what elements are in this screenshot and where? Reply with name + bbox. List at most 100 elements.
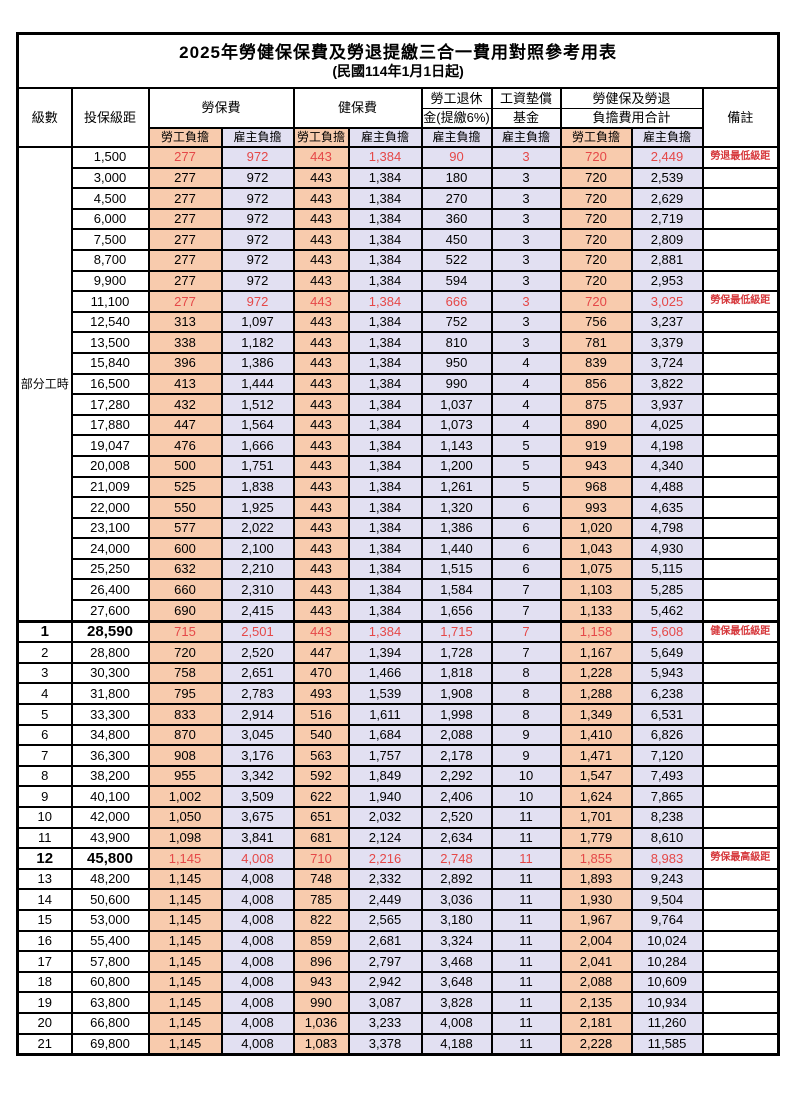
level-cell: 10	[16, 806, 73, 829]
value-cell: 11	[490, 991, 562, 1014]
value-cell: 720	[559, 146, 633, 169]
value-cell: 3	[490, 166, 562, 190]
value-cell: 1,384	[347, 434, 423, 457]
table-row: 7,500 277 972 443 1,384 450 3 720 2,809	[18, 228, 780, 251]
bracket-cell: 50,600	[70, 888, 150, 911]
value-cell: 493	[292, 682, 350, 706]
value-cell: 1,925	[220, 496, 295, 519]
value-cell: 277	[147, 290, 223, 313]
value-cell: 1,547	[559, 764, 633, 788]
table-row: 部分工時 1,500 277 972 443 1,384 90 3 720 2,449 勞退最低級距	[16, 145, 780, 623]
value-cell: 1,384	[347, 269, 423, 293]
remark-cell	[701, 310, 780, 334]
level-cell: 21	[16, 1032, 73, 1056]
value-cell: 277	[147, 146, 223, 169]
value-cell: 2,634	[420, 826, 493, 850]
remark-cell	[701, 970, 780, 994]
remark-cell	[701, 166, 780, 190]
value-cell: 856	[559, 372, 633, 396]
col-header-total-line2: 負擔費用合計	[559, 108, 704, 129]
remark-cell	[701, 744, 780, 767]
table-row: 7 36,300 908 3,176 563 1,757 2,178 9 1,471 7,120	[16, 744, 780, 767]
value-cell: 2,809	[630, 228, 704, 251]
remark-cell	[701, 248, 780, 272]
value-cell: 720	[559, 290, 633, 313]
value-cell: 8,983	[630, 847, 704, 870]
value-cell: 2,681	[347, 929, 423, 953]
level-cell: 20	[16, 1011, 73, 1035]
value-cell: 1,097	[220, 310, 295, 334]
value-cell: 752	[420, 310, 493, 334]
remark-cell	[701, 228, 780, 251]
table-row: 15 53,000 1,145 4,008 822 2,565 3,180 11 1,967 9,…	[16, 908, 780, 932]
value-cell: 1,967	[559, 908, 633, 932]
bracket-cell: 24,000	[70, 537, 150, 560]
subheader-health-employee: 勞工負擔	[292, 127, 350, 148]
value-cell: 4,198	[630, 434, 704, 457]
remark-cell	[701, 207, 780, 231]
value-cell: 443	[292, 269, 350, 293]
value-cell: 1,020	[559, 516, 633, 540]
value-cell: 447	[292, 641, 350, 664]
value-cell: 1,083	[292, 1032, 350, 1056]
remark-cell	[701, 867, 780, 891]
value-cell: 4,008	[220, 847, 295, 870]
bracket-cell: 15,840	[70, 351, 150, 375]
remark-cell	[701, 496, 780, 519]
remark-cell	[701, 908, 780, 932]
value-cell: 443	[292, 413, 350, 437]
value-cell: 2,022	[220, 516, 295, 540]
subheader-wage-fund-employer: 雇主負擔	[490, 127, 562, 148]
level-cell: 12	[16, 847, 73, 870]
col-header-wage-fund-line2: 基金	[490, 108, 562, 129]
value-cell: 396	[147, 351, 223, 375]
value-cell: 1,394	[347, 641, 423, 664]
remark-cell	[701, 929, 780, 953]
value-cell: 4	[490, 351, 562, 375]
value-cell: 720	[147, 641, 223, 664]
table-row: 18 60,800 1,145 4,008 943 2,942 3,648 11 2,088 10…	[16, 970, 780, 994]
value-cell: 413	[147, 372, 223, 396]
value-cell: 1,145	[147, 950, 223, 973]
value-cell: 968	[559, 475, 633, 499]
value-cell: 1,288	[559, 682, 633, 706]
remark-cell	[701, 764, 780, 788]
value-cell: 180	[420, 166, 493, 190]
bracket-cell: 25,250	[70, 557, 150, 581]
table-row: 25,250 632 2,210 443 1,384 1,515 6 1,075 5,115	[18, 557, 780, 581]
value-cell: 2,415	[220, 599, 295, 623]
value-cell: 1,261	[420, 475, 493, 499]
bracket-cell: 3,000	[70, 166, 150, 190]
remark-cell	[701, 187, 780, 210]
level-cell: 15	[16, 908, 73, 932]
value-cell: 2,228	[559, 1032, 633, 1056]
value-cell: 758	[147, 661, 223, 685]
table-row: 26,400 660 2,310 443 1,384 1,584 7 1,103 5,285	[18, 578, 780, 602]
value-cell: 443	[292, 310, 350, 334]
value-cell: 600	[147, 537, 223, 560]
value-cell: 1,384	[347, 557, 423, 581]
value-cell: 2,942	[347, 970, 423, 994]
value-cell: 3,675	[220, 806, 295, 829]
table-row: 6 34,800 870 3,045 540 1,684 2,088 9 1,410 6,826	[16, 723, 780, 747]
value-cell: 3,237	[630, 310, 704, 334]
bracket-cell: 4,500	[70, 187, 150, 210]
value-cell: 550	[147, 496, 223, 519]
value-cell: 2,181	[559, 1011, 633, 1035]
remark-cell: 健保最低級距	[701, 619, 780, 644]
value-cell: 1,757	[347, 744, 423, 767]
value-cell: 1,384	[347, 475, 423, 499]
level-cell: 9	[16, 785, 73, 808]
subheader-total-employee: 勞工負擔	[559, 127, 633, 148]
table-row: 12 45,800 1,145 4,008 710 2,216 2,748 11 1,855 8,…	[16, 847, 780, 870]
value-cell: 2,748	[420, 847, 493, 870]
value-cell: 810	[420, 331, 493, 354]
value-cell: 11	[490, 908, 562, 932]
value-cell: 622	[292, 785, 350, 808]
table-row: 20,008 500 1,751 443 1,384 1,200 5 943 4,340	[18, 454, 780, 478]
value-cell: 9	[490, 723, 562, 747]
value-cell: 11	[490, 847, 562, 870]
value-cell: 1,002	[147, 785, 223, 808]
table-row: 9,900 277 972 443 1,384 594 3 720 2,953	[18, 269, 780, 293]
value-cell: 715	[147, 619, 223, 644]
